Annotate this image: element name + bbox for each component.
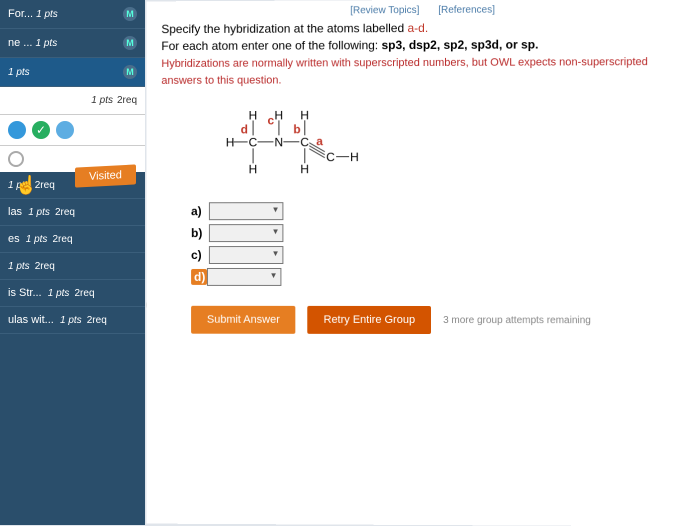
radio-icon [8, 151, 24, 167]
status-row: 1 pts 2req [0, 87, 145, 115]
review-topics-link[interactable]: [Review Topics] [350, 5, 419, 16]
cursor-icon: ☝ [15, 175, 37, 196]
progress-dot-icon [8, 121, 26, 139]
attempts-remaining: 3 more group attempts remaining [443, 315, 591, 326]
answer-dropdowns: a) b) c) d) [191, 202, 686, 286]
m-badge-icon: M [123, 36, 137, 50]
sidebar-item-0[interactable]: For... 1 pts M [0, 0, 145, 29]
retry-group-button[interactable]: Retry Entire Group [308, 306, 431, 334]
button-row: Submit Answer Retry Entire Group 3 more … [191, 306, 686, 335]
dropdown-label: a) [191, 205, 209, 219]
dropdown-label: c) [191, 248, 209, 262]
checkmark-icon: ✓ [32, 121, 50, 139]
sidebar-item-8[interactable]: is Str... 1 pts 2req [0, 280, 145, 307]
progress-dot-icon [56, 121, 74, 139]
submit-answer-button[interactable]: Submit Answer [191, 306, 296, 334]
dropdown-b[interactable] [209, 224, 283, 242]
dropdown-label: b) [191, 227, 209, 241]
main-content: [Review Topics] [References] Specify the… [147, 0, 700, 526]
top-links: [Review Topics] [References] [161, 4, 686, 18]
visited-tag: Visited [75, 164, 136, 187]
sidebar-item-6[interactable]: es 1 pts 2req [0, 226, 145, 253]
dropdown-row-d: d) [191, 268, 686, 286]
dropdown-label: d) [191, 269, 207, 285]
dropdown-a[interactable] [209, 203, 283, 221]
question-text: Specify the hybridization at the atoms l… [161, 19, 686, 89]
dropdown-row-c: c) [191, 246, 686, 264]
status-icons: ✓ [0, 115, 145, 146]
sidebar-item-9[interactable]: ulas wit... 1 pts 2req [0, 307, 145, 334]
m-badge-icon: M [123, 65, 137, 79]
dropdown-d[interactable] [207, 268, 281, 286]
sidebar-item-7[interactable]: 1 pts 2req [0, 253, 145, 280]
sidebar-item-1[interactable]: ne ... 1 pts M [0, 29, 145, 58]
dropdown-c[interactable] [209, 246, 283, 264]
m-badge-icon: M [123, 7, 137, 21]
dropdown-row-a: a) [191, 202, 686, 220]
sidebar: For... 1 pts M ne ... 1 pts M 1 pts M 1 … [0, 0, 145, 525]
references-link[interactable]: [References] [438, 5, 495, 16]
molecule-diagram: H H C H d N c H C H H b C a H [211, 100, 390, 190]
dropdown-row-b: b) [191, 224, 686, 242]
sidebar-item-2[interactable]: 1 pts M [0, 58, 145, 87]
sidebar-item-5[interactable]: las 1 pts 2req [0, 199, 145, 226]
